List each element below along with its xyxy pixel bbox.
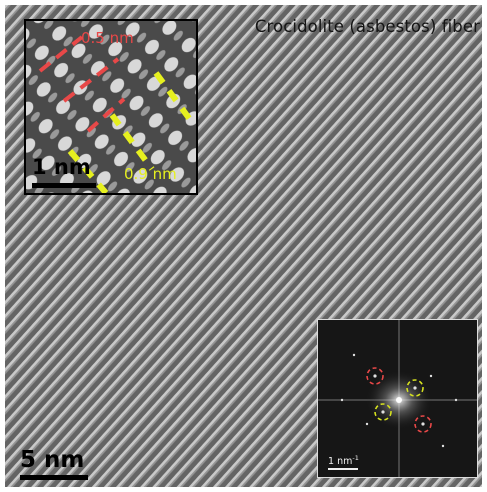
fft-scale-bar [328, 468, 358, 470]
main-scale-label: 5 nm [20, 447, 85, 473]
yellow-spacing-markers [67, 71, 196, 193]
hrtem-image: Crocidolite (asbestos) fiber [5, 5, 482, 487]
red-spacing-markers [38, 35, 126, 133]
fft-pattern [318, 320, 477, 477]
inset-scale-label: 1 nm [32, 155, 91, 179]
fft-inset: 1 nm-1 [317, 319, 478, 478]
red-spacing-label: 0.5 nm [81, 29, 134, 47]
fft-scale-label: 1 nm-1 [328, 454, 359, 468]
yellow-spacing-label: 0.9 nm [124, 165, 177, 183]
figure-title: Crocidolite (asbestos) fiber [254, 17, 480, 36]
zoom-inset: 0.5 nm 0.9 nm 1 nm [24, 19, 198, 195]
inset-lattice [26, 21, 196, 193]
inset-scale-bar [32, 183, 96, 188]
main-scale-bar [20, 475, 88, 480]
